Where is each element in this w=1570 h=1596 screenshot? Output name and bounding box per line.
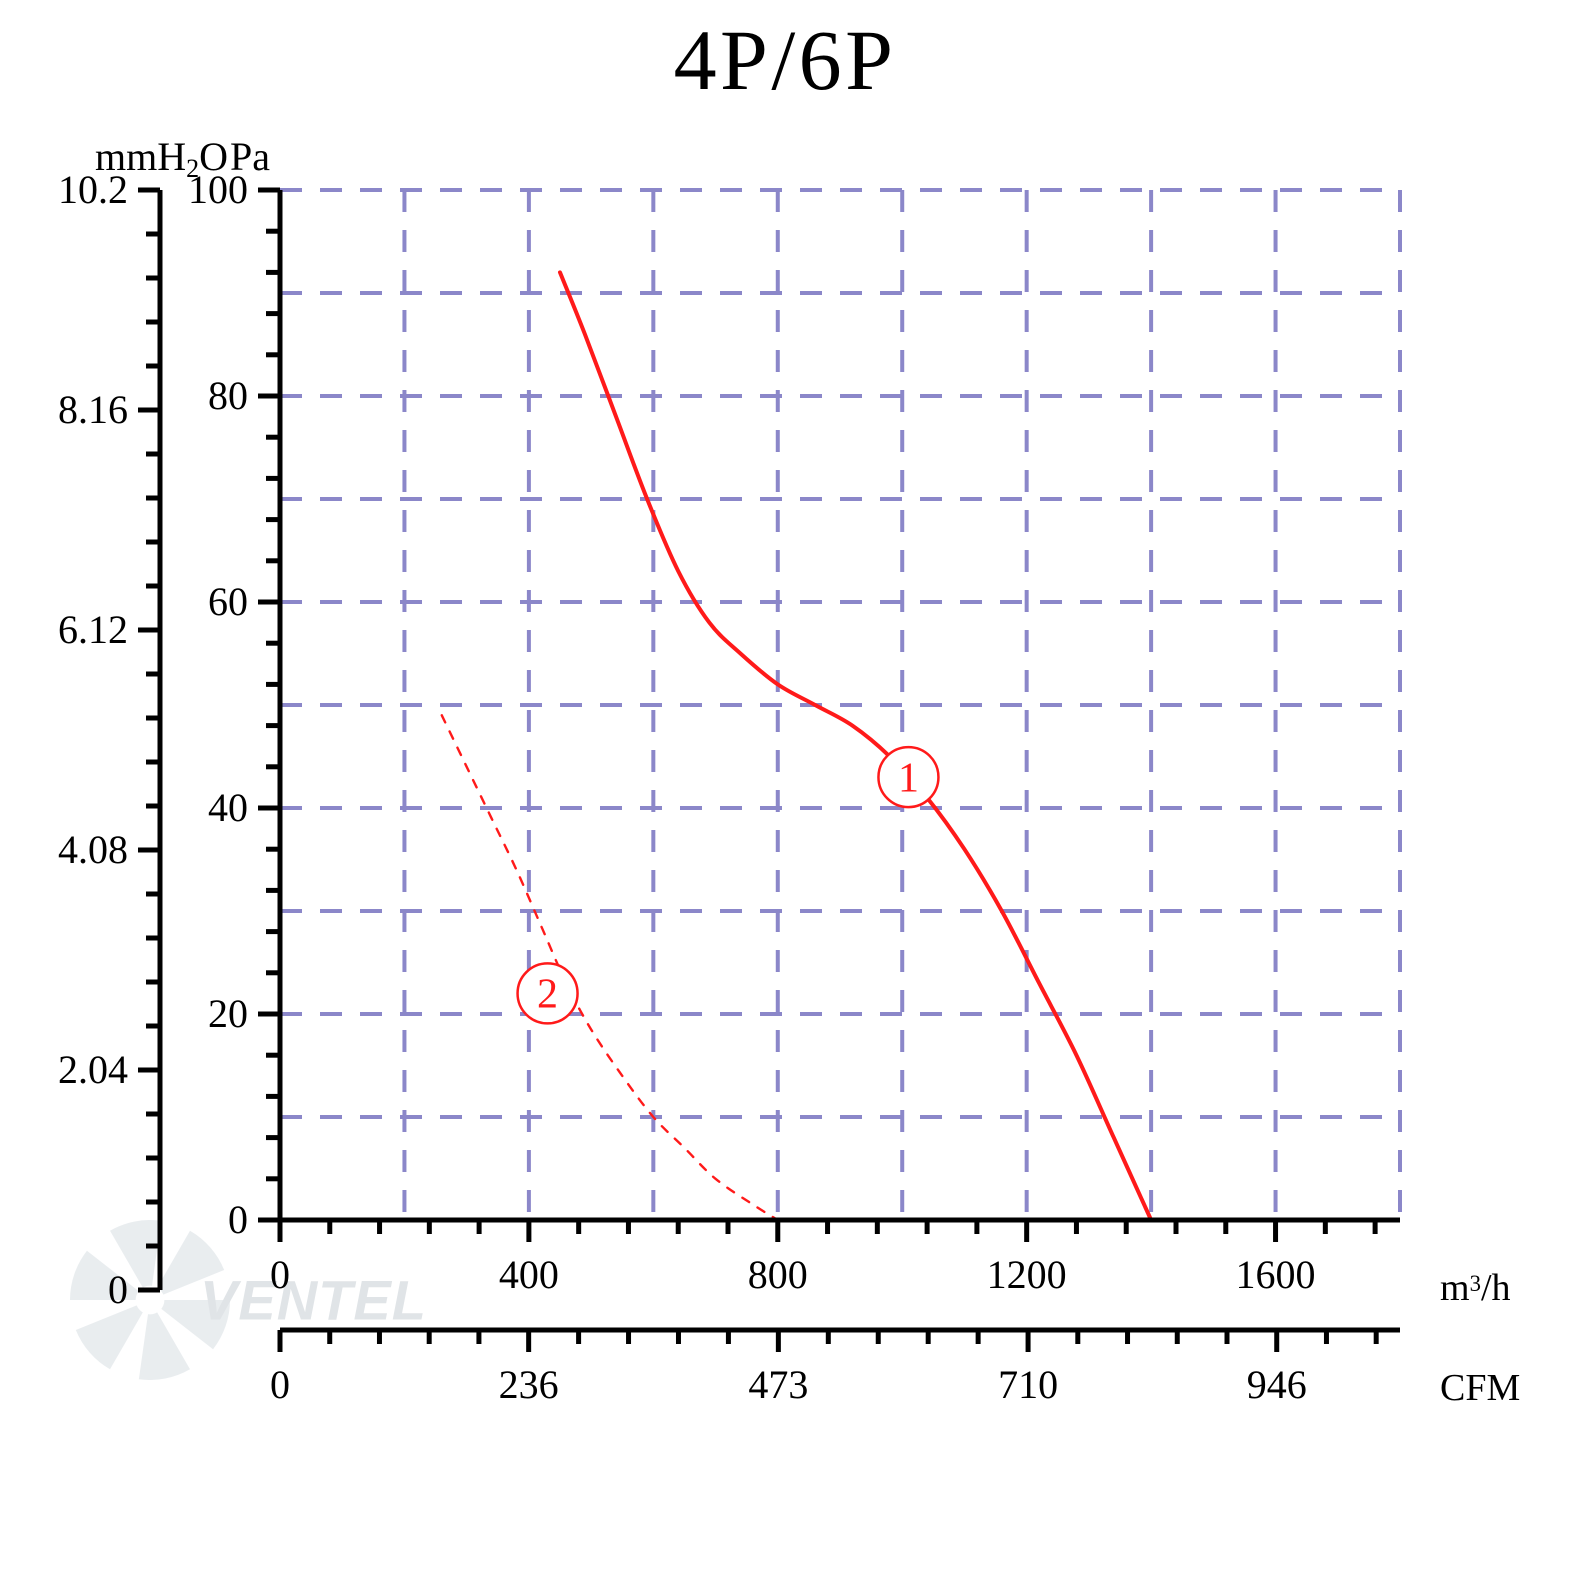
svg-text:400: 400: [499, 1252, 559, 1297]
curve-1: 1: [560, 272, 1151, 1220]
svg-text:473: 473: [748, 1362, 808, 1407]
svg-text:80: 80: [208, 373, 248, 418]
svg-text:60: 60: [208, 579, 248, 624]
svg-text:1600: 1600: [1236, 1252, 1316, 1297]
svg-text:40: 40: [208, 785, 248, 830]
svg-text:4.08: 4.08: [58, 827, 128, 872]
curve-2: 2: [442, 715, 778, 1220]
svg-text:946: 946: [1247, 1362, 1307, 1407]
svg-text:VENTEL: VENTEL: [200, 1269, 427, 1332]
svg-text:0: 0: [228, 1197, 248, 1242]
curve-marker-label: 2: [537, 972, 558, 1018]
y-axis-Pa: 020406080100: [188, 167, 280, 1242]
curve-marker-label: 1: [898, 755, 919, 801]
x-axis-label-m3h: m3/h: [1440, 1267, 1511, 1309]
x-axis-m3h: 0 400 800 1200 1600: [270, 1220, 1400, 1297]
svg-text:0: 0: [270, 1362, 290, 1407]
svg-text:710: 710: [998, 1362, 1058, 1407]
svg-text:1200: 1200: [987, 1252, 1067, 1297]
svg-text:2.04: 2.04: [58, 1047, 128, 1092]
y-axis-label-Pa: Pa: [230, 134, 270, 179]
svg-text:800: 800: [748, 1252, 808, 1297]
x-axis-label-CFM: CFM: [1440, 1367, 1520, 1409]
y-axis-mmH2O: 02.044.086.128.1610.2: [58, 167, 160, 1312]
svg-text:20: 20: [208, 991, 248, 1036]
chart-svg: VENTEL1202.044.086.128.1610.202040608010…: [0, 0, 1570, 1596]
svg-text:236: 236: [499, 1362, 559, 1407]
gridlines: [280, 190, 1400, 1220]
y-axis-label-mmH2O: mmH2O: [95, 134, 228, 183]
x-axis-CFM: 0 236 473 710 946: [270, 1330, 1400, 1407]
svg-text:0: 0: [270, 1252, 290, 1297]
svg-text:8.16: 8.16: [58, 387, 128, 432]
svg-text:0: 0: [108, 1267, 128, 1312]
svg-text:6.12: 6.12: [58, 607, 128, 652]
